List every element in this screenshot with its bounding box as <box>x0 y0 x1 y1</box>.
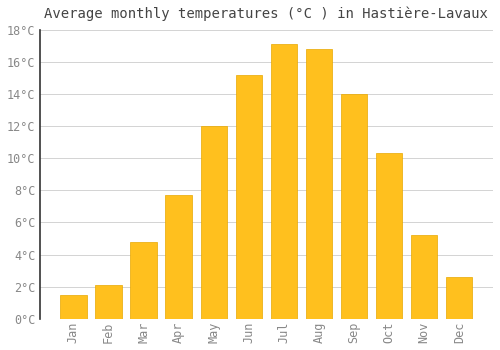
Bar <box>376 153 402 319</box>
Title: Average monthly temperatures (°C ) in Hastière-Lavaux: Average monthly temperatures (°C ) in Ha… <box>44 7 488 21</box>
Bar <box>446 277 472 319</box>
Bar <box>96 285 122 319</box>
Bar <box>306 49 332 319</box>
Bar <box>60 295 86 319</box>
Bar <box>270 44 297 319</box>
Bar <box>166 195 192 319</box>
Bar <box>130 242 156 319</box>
Bar <box>236 75 262 319</box>
Bar <box>341 94 367 319</box>
Bar <box>200 126 227 319</box>
Bar <box>411 235 438 319</box>
